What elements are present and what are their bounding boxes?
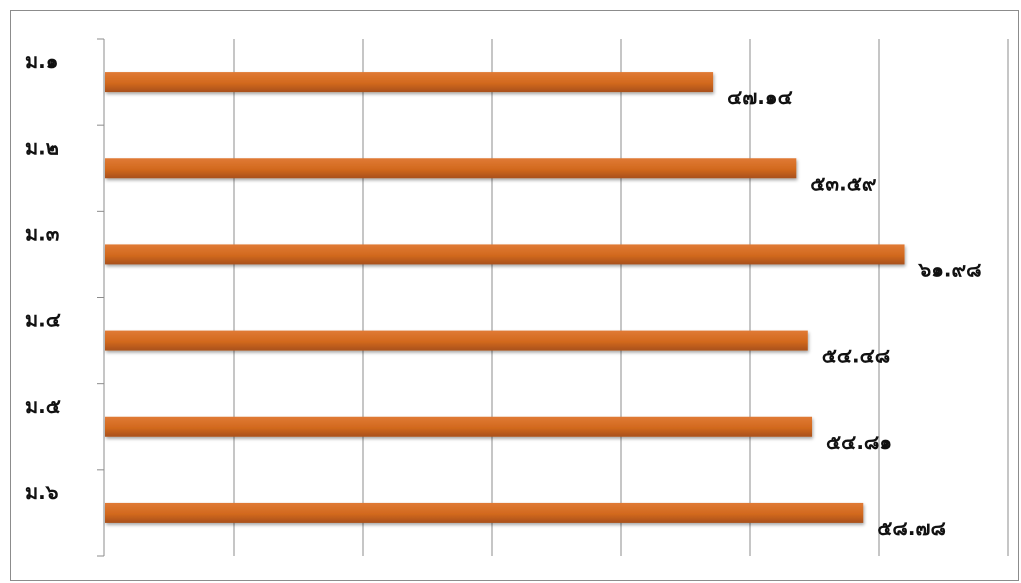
bar-chart: ม.๑ม.๒ม.๓ม.๔ม.๕ม.๖ ๔๗.๑๔๕๓.๕๙๖๑.๙๘๕๔.๔๘๕… [25, 38, 1009, 557]
bar-5 [105, 416, 813, 437]
gridlines [233, 39, 1009, 556]
bar-3 [105, 244, 905, 265]
category-labels: ม.๑ม.๒ม.๓ม.๔ม.๕ม.๖ [25, 49, 61, 504]
category-label: ม.๕ [25, 394, 61, 418]
bars-group [105, 72, 905, 523]
category-label: ม.๑ [25, 49, 58, 73]
bar-6 [105, 502, 864, 523]
chart-frame: ม.๑ม.๒ม.๓ม.๔ม.๕ม.๖ ๔๗.๑๔๕๓.๕๙๖๑.๙๘๕๔.๔๘๕… [10, 10, 1019, 581]
value-label: ๖๑.๙๘ [918, 257, 982, 281]
value-label: ๕๓.๕๙ [810, 171, 877, 195]
bar-4 [105, 330, 808, 351]
value-label: ๔๗.๑๔ [727, 85, 793, 109]
category-label: ม.๒ [25, 135, 59, 159]
category-label: ม.๖ [25, 480, 59, 504]
category-label: ม.๔ [25, 308, 61, 332]
value-label: ๕๔.๔๘ [822, 344, 890, 368]
category-label: ม.๓ [25, 221, 60, 245]
bar-2 [105, 158, 797, 179]
value-label: ๕๔.๘๑ [826, 430, 892, 454]
bar-1 [105, 72, 714, 93]
y-axis [97, 38, 105, 557]
value-label: ๕๘.๗๘ [877, 516, 946, 540]
